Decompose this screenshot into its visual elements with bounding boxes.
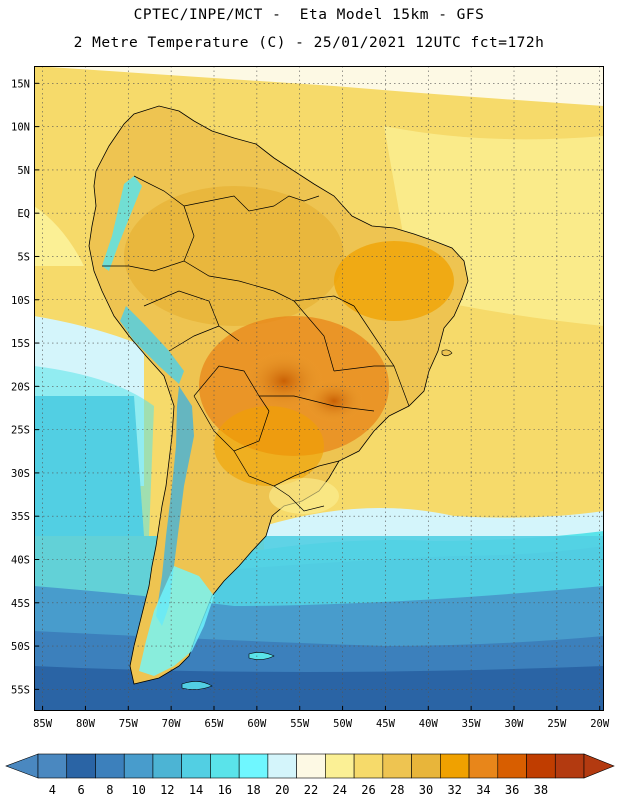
hot-core-east	[304, 379, 364, 423]
colorbar-label: 26	[361, 783, 375, 797]
lat-label: 50S	[11, 641, 30, 653]
lat-label: 5S	[17, 251, 30, 263]
axis-labels: 85W 80W 75W 70W 65W 60W 55W 50W 45W 40W 35W 30W 25W 2…	[11, 78, 610, 730]
colorbar-label: 10	[131, 783, 145, 797]
colorbar-label: 4	[49, 783, 56, 797]
lon-label: 40W	[419, 718, 439, 730]
lon-label: 75W	[119, 718, 139, 730]
island-east	[441, 349, 453, 357]
lat-label: 5N	[17, 165, 30, 177]
map-panel: 85W 80W 75W 70W 65W 60W 55W 50W 45W 40W 35W 30W 25W 2…	[11, 66, 610, 730]
colorbar-label: 28	[390, 783, 404, 797]
colorbar-box	[382, 753, 412, 779]
colorbar-box	[267, 753, 297, 779]
colorbar-label: 34	[476, 783, 490, 797]
colorbar-label: 24	[333, 783, 347, 797]
colorbar-label: 32	[447, 783, 461, 797]
colorbar-box	[325, 753, 355, 779]
colorbar-label: 30	[419, 783, 433, 797]
colorbar-box	[152, 753, 182, 779]
lat-label: 40S	[11, 554, 30, 566]
lon-label: 20W	[590, 718, 610, 730]
colorbar-box	[37, 753, 68, 779]
lat-label: 25S	[11, 425, 30, 437]
colorbar-box	[468, 753, 499, 779]
country-borders	[102, 175, 410, 512]
colorbar-label: 16	[218, 783, 232, 797]
map-title-line-1: CPTEC/INPE/MCT - Eta Model 15km - GFS	[133, 7, 485, 23]
lat-label: 20S	[11, 381, 30, 393]
colorbar-label: 22	[304, 783, 318, 797]
lon-label: 70W	[162, 718, 182, 730]
lat-label: EQ	[17, 208, 30, 220]
lon-label: 85W	[33, 718, 53, 730]
lon-label: 30W	[505, 718, 525, 730]
lon-label: 25W	[547, 718, 567, 730]
colorbar-label: 8	[106, 783, 113, 797]
temperature-map: 85W 80W 75W 70W 65W 60W 55W 50W 45W 40W 35W 30W 25W 2…	[11, 66, 610, 730]
lon-label: 80W	[76, 718, 96, 730]
colorbar-max-arrow	[583, 753, 615, 779]
ocean-north-pale	[34, 66, 604, 106]
colorbar-box	[554, 753, 585, 779]
colorbar-label: 38	[534, 783, 548, 797]
colorbar-label: 36	[505, 783, 519, 797]
colorbar-label: 14	[189, 783, 203, 797]
lon-label: 50W	[333, 718, 353, 730]
colorbar-labels: 4 6 8 10 12 14 16 18 20 22 24 26 28 30 32 34 36 38	[49, 783, 548, 797]
colorbar-box	[497, 753, 527, 779]
lat-label: 15N	[11, 78, 30, 90]
patagonia-cool	[139, 566, 214, 676]
lon-label: 65W	[205, 718, 225, 730]
lat-label: 45S	[11, 598, 30, 610]
south-warm-area	[214, 406, 324, 486]
colorbar-box	[66, 753, 96, 779]
colorbar-box	[181, 753, 211, 779]
lat-label: 35S	[11, 511, 30, 523]
colorbar-label: 12	[160, 783, 174, 797]
lon-label: 45W	[376, 718, 396, 730]
colorbar-min-arrow	[5, 753, 39, 779]
lon-label: 55W	[290, 718, 310, 730]
falkland-islands	[248, 652, 275, 660]
colorbar-label: 18	[246, 783, 260, 797]
lon-label: 60W	[247, 718, 267, 730]
colorbar-box	[296, 753, 326, 779]
map-layers	[34, 66, 604, 711]
andes-north-cold	[102, 176, 142, 271]
colorbar-box	[95, 753, 125, 779]
colorbar-label: 6	[77, 783, 84, 797]
graticule	[34, 66, 604, 711]
colorbar-box	[210, 753, 240, 779]
lon-label: 35W	[462, 718, 482, 730]
colorbar: 4 6 8 10 12 14 16 18 20 22 24 26 28 30 32 34 36 38	[5, 753, 615, 797]
map-frame	[34, 66, 604, 711]
andes-south-cold	[156, 386, 194, 626]
colorbar-box	[440, 753, 470, 779]
colorbar-box	[238, 753, 269, 779]
colorbar-box	[526, 753, 556, 779]
uruguay-mild-area	[269, 478, 339, 514]
ocean-pacific-warm	[34, 206, 84, 266]
northeast-hot-area	[334, 241, 454, 321]
colorbar-box	[411, 753, 441, 779]
lat-label: 15S	[11, 338, 30, 350]
lat-label: 30S	[11, 468, 30, 480]
lat-label: 10N	[11, 122, 30, 134]
colorbar-box	[353, 753, 384, 779]
lat-label: 55S	[11, 684, 30, 696]
andes-peru-cold	[120, 306, 184, 384]
colorbar-box	[123, 753, 154, 779]
ocean-pacific-cool	[34, 396, 144, 536]
map-title-line-2: 2 Metre Temperature (C) - 25/01/2021 12U…	[73, 35, 545, 51]
colorbar-label: 20	[275, 783, 289, 797]
colorbar-boxes	[5, 753, 615, 779]
lat-label: 10S	[11, 295, 30, 307]
amazon-warm-area	[124, 186, 344, 326]
ocean-south-coldest	[34, 666, 604, 711]
